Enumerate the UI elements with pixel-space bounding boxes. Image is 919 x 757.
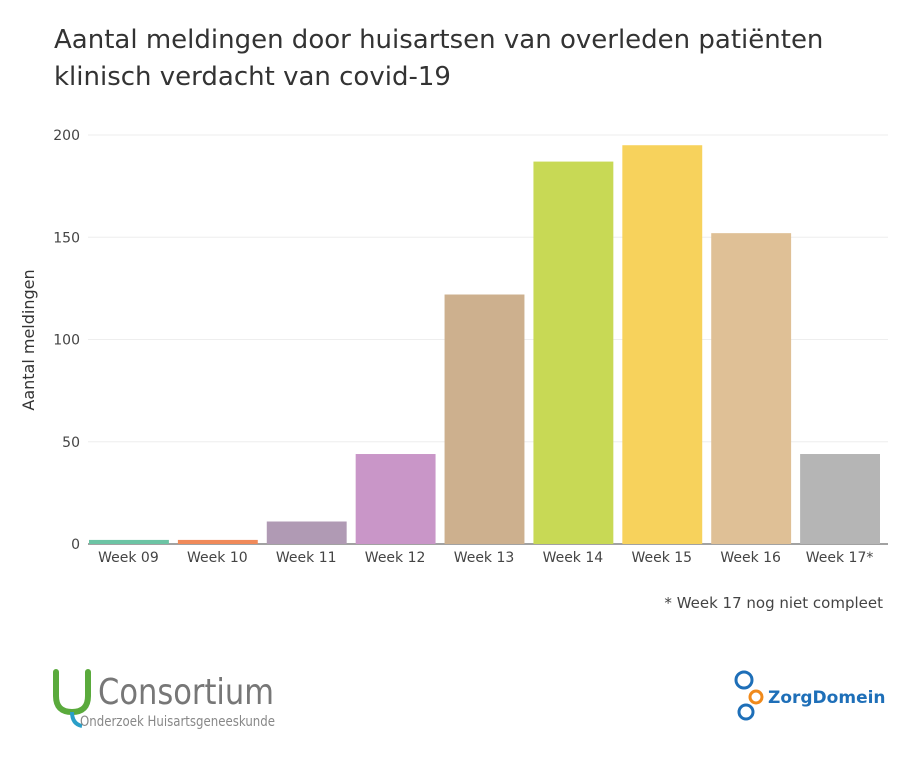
- bar: [444, 294, 525, 544]
- bar: [800, 454, 880, 544]
- bar: [533, 161, 614, 544]
- x-tick-label: Week 17*: [806, 550, 874, 566]
- y-axis-label: Aantal meldingen: [19, 269, 38, 410]
- consortium-logo: Consortium Onderzoek Huisartsgeneeskunde: [50, 660, 290, 739]
- x-tick-label: Week 12: [365, 550, 426, 566]
- consortium-name: Consortium: [98, 672, 274, 713]
- footnote: * Week 17 nog niet compleet: [664, 594, 883, 612]
- y-tick-label: 50: [62, 435, 80, 451]
- zorgdomein-logo: ZorgDomein: [732, 670, 892, 729]
- bar-chart: Week 09 Week 10 Week 11 Week 12 Week 13 Week …: [19, 128, 888, 566]
- y-tick-label: 100: [53, 333, 80, 349]
- x-tick-label: Week 16: [720, 550, 781, 566]
- bar: [89, 539, 169, 544]
- x-tick-label: Week 10: [187, 550, 248, 566]
- bar: [177, 539, 258, 544]
- bar: [622, 145, 703, 544]
- bar: [711, 233, 792, 544]
- consortium-subtitle: Onderzoek Huisartsgeneeskunde: [80, 714, 275, 730]
- bar: [266, 521, 347, 544]
- zorgdomein-name: ZorgDomein: [768, 688, 886, 708]
- x-tick-label: Week 11: [276, 550, 337, 566]
- x-tick-label: Week 13: [454, 550, 515, 566]
- y-tick-label: 150: [53, 230, 80, 246]
- title-line-2: klinisch verdacht van covid-19: [54, 62, 451, 92]
- x-tick-label: Week 09: [98, 550, 159, 566]
- title-line-1: Aantal meldingen door huisartsen van ove…: [54, 25, 824, 55]
- y-tick-label: 0: [71, 537, 80, 553]
- y-tick-label: 200: [53, 128, 80, 144]
- x-tick-label: Week 14: [543, 550, 604, 566]
- x-tick-label: Week 15: [631, 550, 692, 566]
- bar: [355, 454, 436, 544]
- chart-title: Aantal meldingen door huisartsen van ove…: [54, 22, 823, 96]
